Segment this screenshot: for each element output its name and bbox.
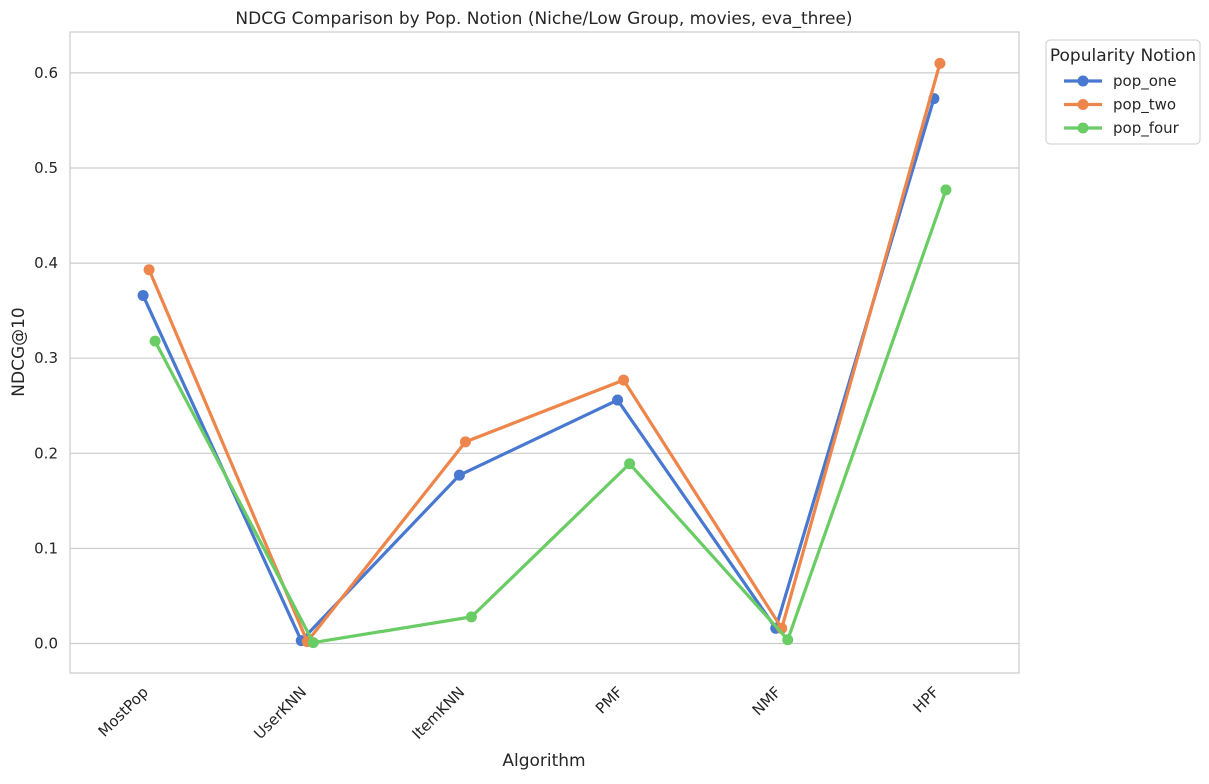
data-point	[618, 374, 630, 386]
x-tick-labels: MostPop UserKNN ItemKNN PMF NMF HPF	[95, 683, 943, 743]
y-tick-labels: 0.0 0.1 0.2 0.3 0.4 0.5 0.6	[34, 64, 58, 653]
data-point	[307, 637, 319, 649]
legend-items: pop_one pop_two pop_four	[1064, 72, 1180, 138]
legend-marker	[1077, 122, 1089, 134]
legend-item-pop_four: pop_four	[1064, 119, 1180, 138]
data-point	[940, 184, 952, 196]
y-axis-label: NDCG@10	[9, 307, 29, 396]
series-layer	[137, 57, 952, 649]
data-point	[149, 335, 161, 347]
y-tick-label: 0.5	[34, 159, 58, 177]
x-tick-label: ItemKNN	[409, 683, 469, 743]
data-point	[143, 264, 155, 276]
legend-label: pop_four	[1113, 119, 1180, 138]
chart-title: NDCG Comparison by Pop. Notion (Niche/Lo…	[235, 9, 852, 29]
data-point	[459, 436, 471, 448]
legend-item-pop_one: pop_one	[1064, 72, 1177, 91]
data-point	[934, 57, 946, 69]
y-tick-label: 0.6	[34, 64, 58, 82]
legend-label: pop_two	[1113, 96, 1176, 115]
plot-background	[70, 32, 1019, 673]
x-tick-label: UserKNN	[250, 683, 310, 743]
x-tick-label: NMF	[749, 683, 785, 719]
x-axis-label: Algorithm	[502, 751, 585, 771]
x-tick-label: HPF	[910, 683, 943, 716]
y-tick-label: 0.3	[34, 349, 58, 367]
x-tick-label: MostPop	[95, 683, 152, 740]
legend-item-pop_two: pop_two	[1064, 96, 1176, 115]
data-point	[137, 289, 149, 301]
legend: Popularity Notion pop_one pop_two pop_four	[1045, 39, 1201, 145]
plot-frame	[69, 31, 1020, 674]
data-point	[465, 611, 477, 623]
legend-frame	[1045, 39, 1201, 145]
legend-label: pop_one	[1113, 72, 1177, 91]
series-line	[141, 96, 936, 643]
data-point	[453, 469, 465, 481]
legend-marker	[1077, 75, 1089, 87]
y-tick-label: 0.2	[34, 444, 58, 462]
data-point	[782, 634, 794, 646]
series-pop_four	[149, 184, 952, 649]
y-tick-label: 0.1	[34, 539, 58, 557]
series-line	[153, 188, 948, 645]
y-tick-label: 0.4	[34, 254, 58, 272]
data-point	[624, 458, 636, 470]
x-tick-label: PMF	[592, 683, 626, 717]
y-tick-label: 0.0	[34, 635, 58, 653]
legend-title: Popularity Notion	[1050, 46, 1196, 66]
data-point	[612, 394, 624, 406]
legend-marker	[1077, 99, 1089, 110]
